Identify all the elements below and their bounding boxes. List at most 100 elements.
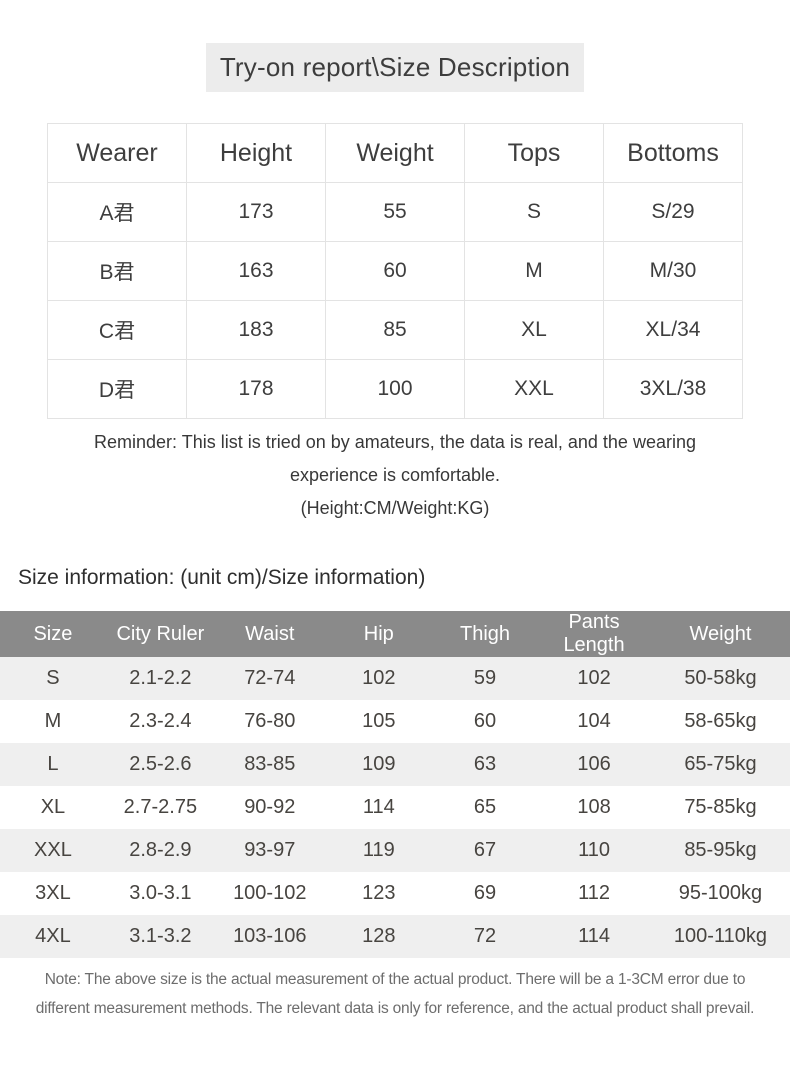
table-cell: 103-106 xyxy=(214,915,325,958)
table-cell: XXL xyxy=(464,359,604,419)
table-cell: 60 xyxy=(325,241,465,301)
table-cell: L xyxy=(0,743,106,786)
column-header-height: Height xyxy=(186,123,326,183)
tryon-table: Wearer Height Weight Tops Bottoms A君 173… xyxy=(47,123,743,419)
table-row: M 2.3-2.4 76-80 105 60 104 58-65kg xyxy=(0,700,790,743)
table-cell: 108 xyxy=(537,786,651,829)
table-cell: 67 xyxy=(432,829,538,872)
table-cell: A君 xyxy=(47,182,187,242)
table-cell: XL xyxy=(464,300,604,360)
table-cell: D君 xyxy=(47,359,187,419)
table-cell: 69 xyxy=(432,872,538,915)
table-cell: S xyxy=(464,182,604,242)
column-header-waist: Waist xyxy=(214,611,325,657)
table-cell: 2.1-2.2 xyxy=(105,657,215,700)
reminder-block: Reminder: This list is tried on by amate… xyxy=(0,426,790,525)
table-cell: 2.3-2.4 xyxy=(105,700,215,743)
column-header-city-ruler: City Ruler xyxy=(105,611,215,657)
table-cell: 100-110kg xyxy=(650,915,790,958)
table-cell: 100-102 xyxy=(214,872,325,915)
table-cell: 100 xyxy=(325,359,465,419)
table-cell: S xyxy=(0,657,106,700)
table-row: D君 178 100 XXL 3XL/38 xyxy=(47,359,743,419)
table-cell: C君 xyxy=(47,300,187,360)
table-cell: 59 xyxy=(432,657,538,700)
table-cell: 2.8-2.9 xyxy=(105,829,215,872)
table-cell: 76-80 xyxy=(214,700,325,743)
table-cell: 114 xyxy=(537,915,651,958)
table-cell: 4XL xyxy=(0,915,106,958)
table-cell: XXL xyxy=(0,829,106,872)
table-cell: 50-58kg xyxy=(650,657,790,700)
table-cell: 3.0-3.1 xyxy=(105,872,215,915)
note-text: different measurement methods. The relev… xyxy=(35,1000,755,1017)
reminder-text: experience is comfortable. xyxy=(289,465,501,485)
table-row: 3XL 3.0-3.1 100-102 123 69 112 95-100kg xyxy=(0,872,790,915)
table-cell: B君 xyxy=(47,241,187,301)
table-cell: 83-85 xyxy=(214,743,325,786)
table-cell: 72-74 xyxy=(214,657,325,700)
column-header-weight: Weight xyxy=(650,611,790,657)
column-header-wearer: Wearer xyxy=(47,123,187,183)
table-cell: 173 xyxy=(186,182,326,242)
column-header-hip: Hip xyxy=(324,611,433,657)
table-row: A君 173 55 S S/29 xyxy=(47,182,743,242)
size-info-heading: Size information: (unit cm)/Size informa… xyxy=(18,566,426,589)
table-cell: 65 xyxy=(432,786,538,829)
table-cell: 93-97 xyxy=(214,829,325,872)
table-cell: S/29 xyxy=(603,182,743,242)
table-cell: 60 xyxy=(432,700,538,743)
page-title: Try-on report\Size Description xyxy=(205,43,585,92)
table-cell: 110 xyxy=(537,829,651,872)
table-cell: 3XL xyxy=(0,872,106,915)
note-text: Note: The above size is the actual measu… xyxy=(44,971,746,988)
table-cell: M/30 xyxy=(603,241,743,301)
table-cell: 58-65kg xyxy=(650,700,790,743)
table-cell: 114 xyxy=(324,786,433,829)
column-header-pants-length: Pants Length xyxy=(537,611,651,657)
table-cell: XL xyxy=(0,786,106,829)
table-cell: 63 xyxy=(432,743,538,786)
table-cell: 3XL/38 xyxy=(603,359,743,419)
table-cell: 90-92 xyxy=(214,786,325,829)
note-block: Note: The above size is the actual measu… xyxy=(0,965,790,1023)
table-cell: 102 xyxy=(537,657,651,700)
table-cell: 104 xyxy=(537,700,651,743)
table-cell: 183 xyxy=(186,300,326,360)
table-cell: 106 xyxy=(537,743,651,786)
column-header-thigh: Thigh xyxy=(432,611,538,657)
column-header-weight: Weight xyxy=(325,123,465,183)
table-cell: M xyxy=(0,700,106,743)
table-cell: 3.1-3.2 xyxy=(105,915,215,958)
table-cell: 112 xyxy=(537,872,651,915)
units-note: (Height:CM/Weight:KG) xyxy=(300,498,490,518)
table-row: 4XL 3.1-3.2 103-106 128 72 114 100-110kg xyxy=(0,915,790,958)
table-cell: 2.7-2.75 xyxy=(105,786,215,829)
tryon-table-header-row: Wearer Height Weight Tops Bottoms xyxy=(47,123,743,183)
table-row: XXL 2.8-2.9 93-97 119 67 110 85-95kg xyxy=(0,829,790,872)
table-cell: 55 xyxy=(325,182,465,242)
table-cell: 65-75kg xyxy=(650,743,790,786)
table-cell: XL/34 xyxy=(603,300,743,360)
table-cell: 128 xyxy=(324,915,433,958)
table-cell: 105 xyxy=(324,700,433,743)
table-cell: 85 xyxy=(325,300,465,360)
table-cell: 178 xyxy=(186,359,326,419)
table-row: S 2.1-2.2 72-74 102 59 102 50-58kg xyxy=(0,657,790,700)
column-header-tops: Tops xyxy=(464,123,604,183)
table-cell: 163 xyxy=(186,241,326,301)
table-cell: 2.5-2.6 xyxy=(105,743,215,786)
table-cell: M xyxy=(464,241,604,301)
size-table-header-row: Size City Ruler Waist Hip Thigh Pants Le… xyxy=(0,611,790,657)
table-row: L 2.5-2.6 83-85 109 63 106 65-75kg xyxy=(0,743,790,786)
column-header-size: Size xyxy=(0,611,106,657)
table-cell: 102 xyxy=(324,657,433,700)
table-cell: 75-85kg xyxy=(650,786,790,829)
table-row: B君 163 60 M M/30 xyxy=(47,241,743,301)
size-table: Size City Ruler Waist Hip Thigh Pants Le… xyxy=(0,611,790,958)
table-cell: 109 xyxy=(324,743,433,786)
table-cell: 119 xyxy=(324,829,433,872)
table-cell: 72 xyxy=(432,915,538,958)
column-header-bottoms: Bottoms xyxy=(603,123,743,183)
table-row: C君 183 85 XL XL/34 xyxy=(47,300,743,360)
